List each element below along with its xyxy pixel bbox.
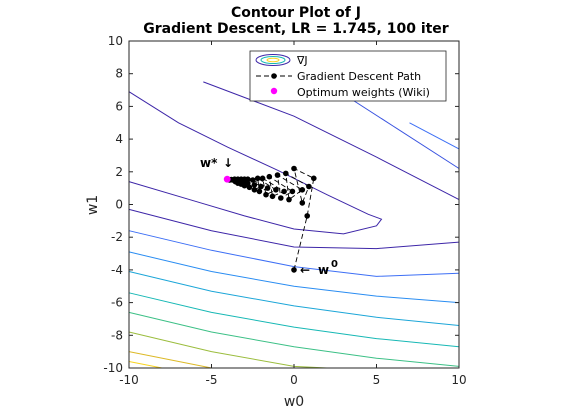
annotation-wstar-arrow: ↓	[223, 156, 233, 170]
path-point-21	[250, 177, 256, 183]
legend-path-icon	[256, 73, 292, 79]
path-point-29	[245, 180, 251, 186]
path-point-15	[259, 175, 266, 182]
contour-line-0	[128, 91, 383, 235]
x-axis-label: w0	[284, 394, 304, 410]
optimum-point-0	[223, 175, 231, 183]
y-tick-label-4: -2	[111, 230, 123, 244]
y-tick-label-1: -8	[111, 328, 123, 342]
legend-gradient-descent-path: Gradient Descent Path	[297, 70, 421, 83]
legend: ∇J Gradient Descent Path Optimum weights…	[249, 50, 447, 102]
path-point-22	[251, 187, 258, 193]
contour-line-4	[128, 230, 460, 277]
path-point-26	[251, 182, 258, 188]
path-point-19	[256, 188, 263, 195]
y-axis-label: w1	[85, 195, 101, 215]
path-point-7	[286, 196, 292, 203]
x-tick-label-3: 5	[373, 373, 381, 387]
y-tick-label-9: 8	[115, 67, 123, 81]
path-point-11	[289, 188, 296, 195]
contour-line-1	[128, 208, 460, 250]
contour-line-7	[128, 271, 460, 326]
y-tick-label-3: -4	[111, 263, 123, 277]
contour-line-10	[128, 331, 328, 369]
legend-gradient-j: ∇J	[296, 54, 308, 67]
path-point-9	[274, 172, 281, 178]
path-point-23	[258, 183, 264, 190]
y-tick-label-10: 10	[108, 34, 123, 48]
contour-line-5	[409, 122, 460, 150]
y-tick-label-2: -6	[111, 296, 123, 310]
y-axis-ticks: -10 -8 -6 -4 -2 0 2 4 6 8 10	[103, 34, 459, 375]
path-point-32	[240, 179, 246, 186]
legend-optimum-icon	[270, 87, 278, 95]
path-point-1	[304, 213, 311, 219]
path-point-12	[266, 173, 273, 180]
y-tick-label-7: 4	[115, 132, 123, 146]
path-point-14	[281, 188, 287, 195]
optimum-weights	[223, 175, 231, 183]
gradient-descent-path	[225, 165, 317, 273]
annotation-w0-arrow: ←	[300, 263, 310, 277]
contour-line-11	[128, 351, 212, 369]
annotation-w0-superscript: 0	[331, 259, 338, 270]
path-point-3	[291, 165, 297, 172]
contour-line-2	[203, 81, 460, 201]
contour-lines	[128, 81, 460, 369]
annotation-w0-label: w	[318, 263, 329, 277]
contour-line-12	[128, 361, 163, 369]
path-point-8	[299, 187, 306, 193]
y-tick-label-8: 6	[115, 99, 123, 113]
path-point-6	[283, 170, 289, 177]
y-tick-label-0: -10	[103, 361, 123, 375]
x-tick-label-0: -10	[119, 373, 139, 387]
y-tick-label-5: 0	[115, 198, 123, 212]
annotation-wstar: w* ↓	[200, 156, 233, 170]
path-point-5	[306, 183, 312, 190]
x-tick-label-1: -5	[206, 373, 218, 387]
y-tick-label-6: 2	[115, 165, 123, 179]
legend-contour-icon	[255, 54, 291, 66]
contour-line-8	[128, 292, 460, 348]
chart-subtitle: Gradient Descent, LR = 1.745, 100 iter	[143, 21, 449, 37]
annotation-w0: ← w 0	[300, 259, 338, 277]
x-tick-label-4: 10	[451, 373, 466, 387]
chart-title: Contour Plot of J	[231, 5, 361, 21]
contour-line-9	[128, 311, 460, 367]
path-point-2	[311, 175, 317, 182]
path-point-20	[264, 185, 271, 191]
x-axis-ticks: -10 -5 0 5 10	[119, 41, 467, 387]
path-point-0	[291, 267, 297, 273]
path-point-16	[263, 191, 269, 198]
path-point-18	[254, 175, 261, 182]
path-point-4	[299, 200, 306, 206]
x-tick-label-2: 0	[290, 373, 298, 387]
path-point-13	[269, 193, 276, 200]
path-point-17	[273, 187, 279, 193]
path-point-10	[278, 195, 284, 201]
annotation-wstar-label: w*	[200, 156, 218, 170]
legend-optimum-weights: Optimum weights (Wiki)	[297, 86, 430, 99]
contour-line-6	[128, 251, 460, 304]
